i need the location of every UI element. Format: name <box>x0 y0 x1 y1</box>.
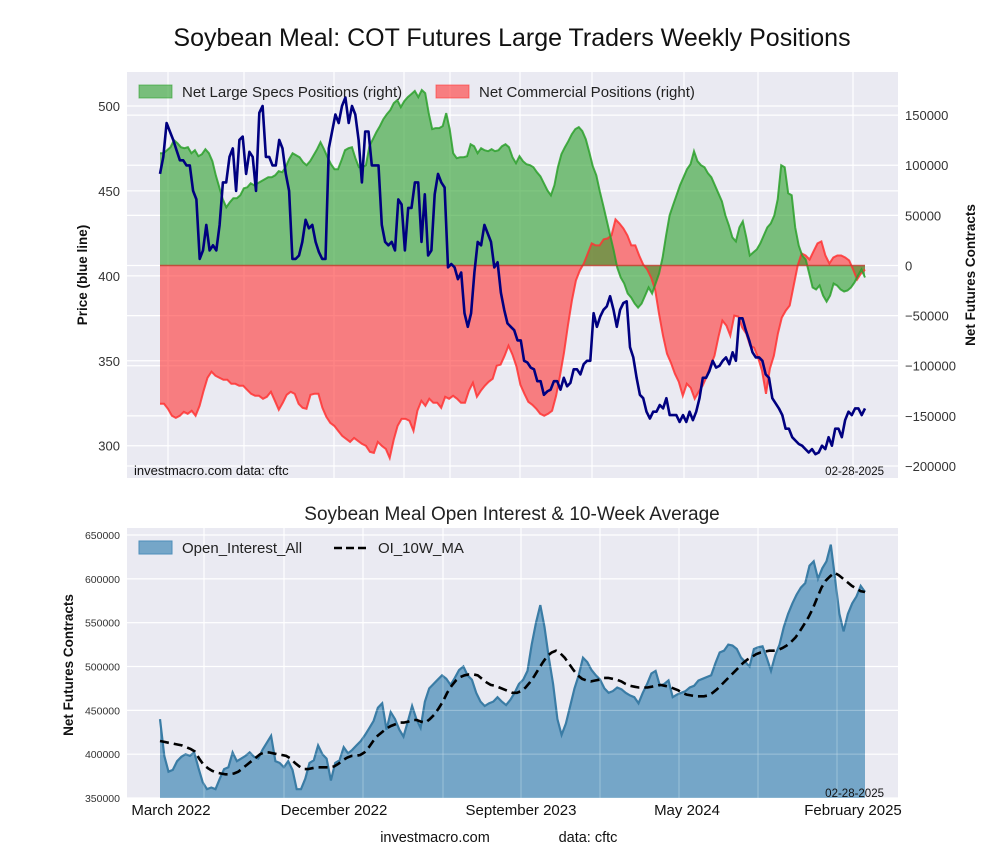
footer-site: investmacro.com <box>380 830 490 846</box>
bottom-y-tick: 400000 <box>85 749 120 761</box>
top-date-annotation: 02-28-2025 <box>825 466 884 478</box>
y-tick-right: −200000 <box>905 459 956 474</box>
x-tick-label: May 2024 <box>654 802 720 819</box>
large-specs-area <box>160 90 865 308</box>
bottom-y-tick: 550000 <box>85 618 120 630</box>
y-tick-right: 150000 <box>905 108 948 123</box>
bottom-y-tick: 600000 <box>85 574 120 586</box>
top-areas <box>160 88 866 462</box>
x-tick-label: December 2022 <box>281 802 388 819</box>
bottom-y-tick: 350000 <box>85 793 120 805</box>
large-specs-line <box>160 88 866 310</box>
x-tick-label: September 2023 <box>466 802 577 819</box>
bottom-area <box>158 544 866 798</box>
legend-swatch-large-specs <box>138 84 173 99</box>
bottom-date-annotation: 02-28-2025 <box>825 788 884 800</box>
open-interest-line <box>158 544 866 791</box>
y-tick-left: 350 <box>98 354 120 369</box>
y-tick-right: −150000 <box>905 409 956 424</box>
commercial-area <box>160 219 865 458</box>
bottom-xticks: March 2022 December 2022 September 2023 May… <box>131 802 901 819</box>
y-tick-right: 0 <box>905 258 912 273</box>
legend-label-open-interest: Open_Interest_All <box>182 540 302 557</box>
y-tick-left: 450 <box>98 184 120 199</box>
legend-label-commercial: Net Commercial Positions (right) <box>479 84 695 101</box>
y-tick-left: 400 <box>98 269 120 284</box>
ma-line <box>159 571 866 776</box>
top-yticks-right: −200000 −150000 −100000 −50000 0 50000 100000 1… <box>905 108 956 474</box>
bottom-y-tick: 500000 <box>85 662 120 674</box>
legend-swatch-commercial <box>435 84 470 99</box>
footer-source: data: cftc <box>559 830 618 846</box>
legend-label-ma: OI_10W_MA <box>378 540 464 557</box>
y-tick-right: −50000 <box>905 309 949 324</box>
top-legend: Net Large Specs Positions (right) Net Co… <box>138 84 695 101</box>
y-tick-right: 50000 <box>905 208 941 223</box>
x-tick-label: February 2025 <box>804 802 902 819</box>
bottom-yticks: 350000 400000 450000 500000 550000 600000 6500… <box>85 530 120 805</box>
y-tick-right: −100000 <box>905 359 956 374</box>
bottom-panel: 350000 400000 450000 500000 550000 600000 6500… <box>61 528 902 819</box>
y-tick-right: 100000 <box>905 158 948 173</box>
bottom-y-tick: 450000 <box>85 705 120 717</box>
y-tick-left: 500 <box>98 99 120 114</box>
top-panel: 300 350 400 450 500 −200000 −150000 −100000 −50… <box>75 72 978 478</box>
y-axis-label-left: Price (blue line) <box>75 225 90 326</box>
bottom-legend: Open_Interest_All OI_10W_MA <box>138 540 464 557</box>
open-interest-area <box>160 544 865 798</box>
bottom-ma-line <box>159 571 866 776</box>
legend-swatch-open-interest <box>138 540 173 555</box>
top-source-annotation: investmacro.com data: cftc <box>134 463 289 478</box>
top-yticks-left: 300 350 400 450 500 <box>98 99 120 454</box>
x-tick-label: March 2022 <box>131 802 210 819</box>
bottom-y-tick: 650000 <box>85 530 120 542</box>
bottom-y-axis-label: Net Futures Contracts <box>61 594 76 736</box>
price-line <box>158 96 867 456</box>
legend-label-large-specs: Net Large Specs Positions (right) <box>182 84 402 101</box>
y-tick-left: 300 <box>98 439 120 454</box>
chart-title: Soybean Meal: COT Futures Large Traders … <box>173 24 850 52</box>
bottom-chart-title: Soybean Meal Open Interest & 10-Week Ave… <box>304 504 719 525</box>
top-price-line <box>158 96 867 456</box>
y-axis-label-right: Net Futures Contracts <box>963 204 978 346</box>
